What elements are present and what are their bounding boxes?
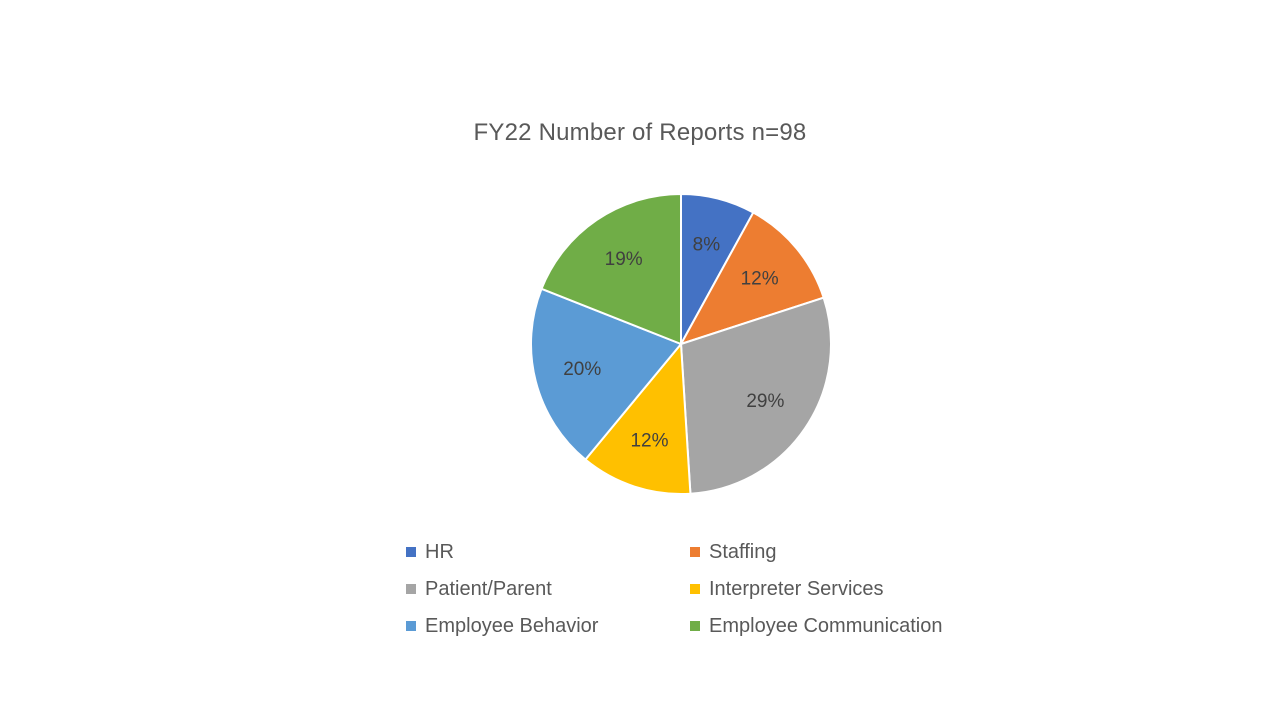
data-label: 12%: [741, 268, 779, 289]
legend-label: Employee Communication: [709, 614, 943, 637]
data-label: 19%: [605, 249, 643, 270]
legend-label: Patient/Parent: [425, 577, 552, 600]
data-label: 20%: [563, 359, 601, 380]
legend-item: Interpreter Services: [690, 575, 990, 603]
legend-label: Employee Behavior: [425, 614, 599, 637]
legend-item: Patient/Parent: [406, 575, 690, 603]
legend-swatch: [406, 547, 416, 557]
data-label: 12%: [630, 431, 668, 452]
legend-item: Staffing: [690, 538, 990, 566]
legend-swatch: [406, 584, 416, 594]
legend-item: Employee Communication: [690, 612, 990, 640]
pie-slice-staffing: [678, 211, 825, 346]
legend-swatch: [406, 621, 416, 631]
pie-slice-patient-parent: [679, 296, 832, 495]
legend-label: Interpreter Services: [709, 577, 884, 600]
legend-item: HR: [406, 538, 690, 566]
pie-slice-interpreter-services: [583, 341, 692, 495]
legend-swatch: [690, 621, 700, 631]
legend-item: Employee Behavior: [406, 612, 690, 640]
data-label: 29%: [746, 391, 784, 412]
chart-legend: HR Staffing Patient/Parent Interpreter Serv…: [406, 538, 1006, 649]
data-label: 8%: [693, 235, 721, 256]
chart-title: FY22 Number of Reports n=98: [473, 119, 807, 146]
legend-swatch: [690, 547, 700, 557]
pie-slices: [530, 192, 832, 495]
pie-slice-employee-behavior: [530, 287, 683, 461]
legend-swatch: [690, 584, 700, 594]
legend-label: Staffing: [709, 540, 777, 563]
legend-label: HR: [425, 540, 454, 563]
pie-data-labels: 8% 12% 29% 12% 20% 19%: [563, 235, 784, 452]
pie-slice-employee-communication: [540, 192, 682, 346]
